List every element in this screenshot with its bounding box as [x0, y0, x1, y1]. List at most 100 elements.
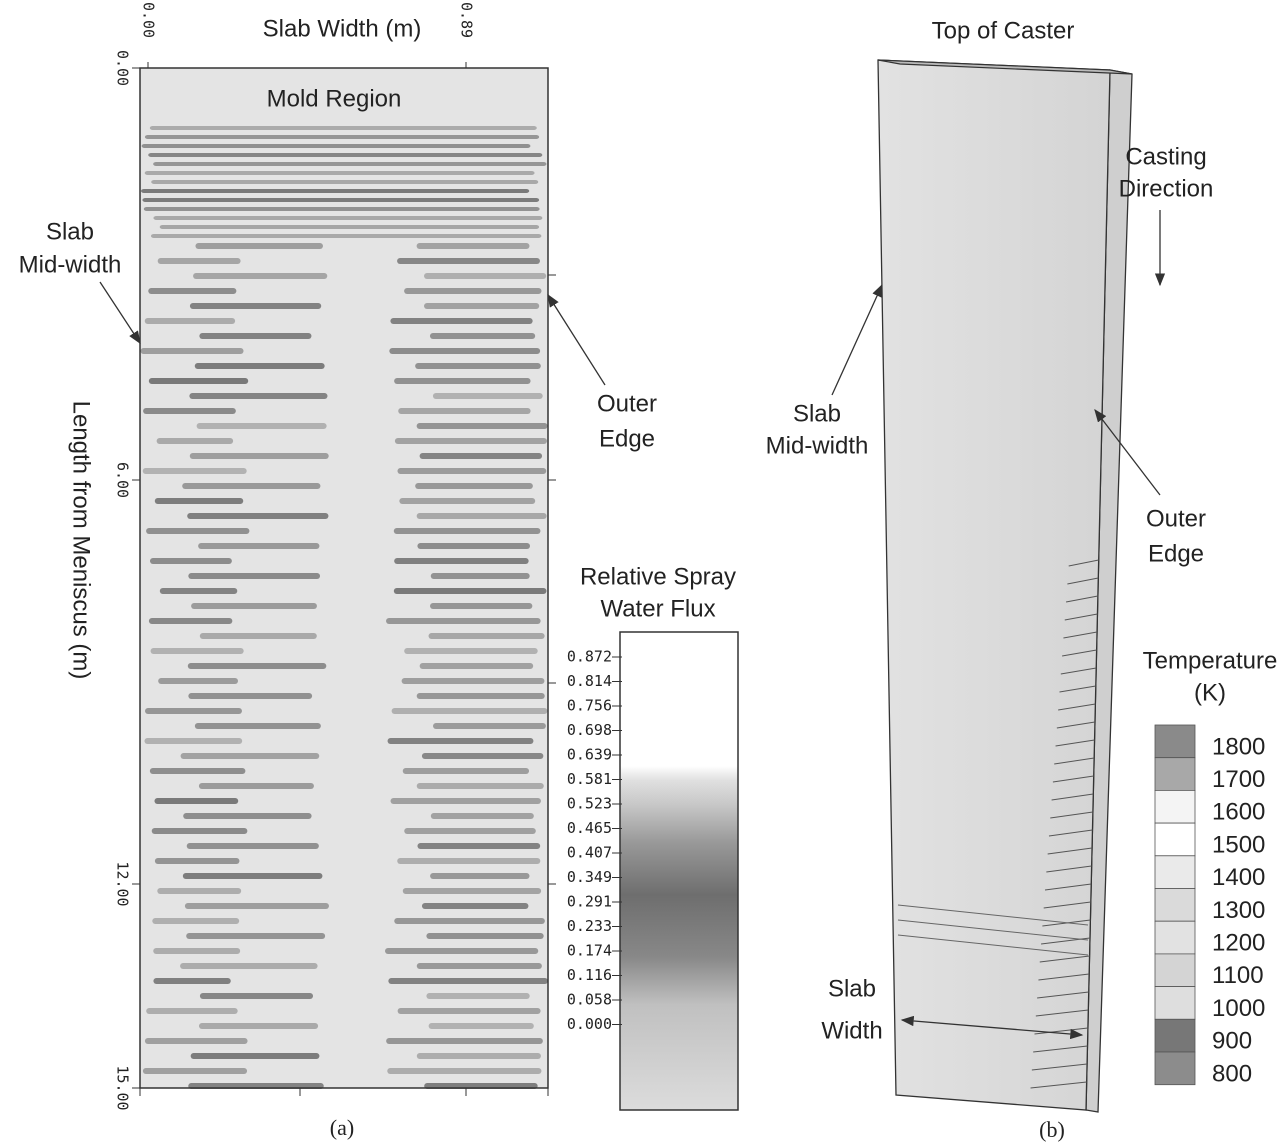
- edge-mark: [1046, 865, 1092, 873]
- spray-band: [199, 333, 312, 339]
- spray-band: [424, 273, 547, 279]
- annotation: Width: [821, 1017, 882, 1044]
- legend-title: (K): [1194, 679, 1226, 706]
- edge-mark: [1063, 631, 1098, 639]
- spray-band: [180, 963, 318, 969]
- spray-band: [430, 573, 530, 579]
- spray-band: [149, 768, 246, 774]
- spray-band: [426, 933, 544, 939]
- edge-mark: [1065, 595, 1098, 603]
- edge-mark: [1054, 757, 1095, 765]
- edge-mark: [1044, 883, 1092, 891]
- spray-band: [416, 1053, 541, 1059]
- spray-band: [424, 303, 540, 309]
- legend-label: 0.116: [567, 966, 612, 984]
- spray-band: [402, 888, 542, 894]
- spray-band: [415, 483, 533, 489]
- edge-mark: [1058, 703, 1096, 711]
- spray-band: [199, 633, 317, 639]
- edge-mark: [1051, 793, 1094, 801]
- spray-band: [198, 1023, 319, 1029]
- colorbar: [619, 631, 739, 1111]
- spray-band: [393, 588, 547, 594]
- edge-mark: [1030, 1081, 1087, 1089]
- x-tick-label: 0.89: [458, 2, 476, 38]
- spray-band: [180, 753, 320, 759]
- spray-band: [148, 618, 233, 624]
- spray-band: [388, 978, 548, 984]
- spray-band: [186, 843, 319, 849]
- legend-label: 0.872: [567, 648, 612, 666]
- spray-band: [394, 438, 547, 444]
- slab-face: [877, 59, 1111, 1111]
- legend-label: 0.291: [567, 893, 612, 911]
- annotation: Mid-width: [766, 432, 869, 459]
- spray-band: [430, 603, 533, 609]
- spray-band: [386, 1038, 543, 1044]
- spray-band: [182, 483, 321, 489]
- spray-band: [158, 678, 239, 684]
- spray-band: [151, 828, 248, 834]
- edge-mark: [1060, 667, 1097, 675]
- caption: (a): [330, 1115, 354, 1140]
- spray-band: [145, 708, 242, 714]
- spray-band: [394, 918, 545, 924]
- spray-band: [190, 1053, 320, 1059]
- spray-band: [394, 378, 531, 384]
- spray-band: [153, 216, 543, 220]
- spray-band: [189, 453, 329, 459]
- spray-band: [198, 783, 314, 789]
- edge-mark: [1048, 829, 1093, 837]
- spray-band: [394, 558, 529, 564]
- edge-mark: [1031, 1063, 1088, 1071]
- legend-title: Water Flux: [600, 595, 715, 622]
- spray-band: [428, 1023, 534, 1029]
- legend-label: 1000: [1212, 995, 1265, 1022]
- y-tick-label: 6.00: [114, 462, 132, 498]
- spray-band: [184, 903, 329, 909]
- y-tick-label: 12.00: [114, 861, 132, 906]
- legend-label: 1700: [1212, 766, 1265, 793]
- arrow: [547, 293, 606, 386]
- legend-label: 0.174: [567, 942, 612, 960]
- panel-a: Slab Width (m) 0.00 0.89 0.00 6.00 12.00…: [19, 2, 739, 1140]
- spray-band: [153, 162, 547, 166]
- edge-mark: [1055, 739, 1095, 747]
- y-tick-label: 0.00: [114, 50, 132, 86]
- annotation: Edge: [599, 425, 655, 452]
- spray-band: [150, 648, 244, 654]
- legend-swatch: [1154, 757, 1196, 791]
- arrow: [900, 1015, 1084, 1040]
- edge-mark: [1043, 901, 1091, 909]
- spray-band: [430, 873, 530, 879]
- annotation: Slab: [828, 975, 876, 1002]
- spray-band: [433, 723, 546, 729]
- spray-band: [152, 918, 240, 924]
- legend-swatch: [1154, 790, 1196, 824]
- legend-label: 900: [1212, 1028, 1252, 1055]
- spray-band: [196, 423, 327, 429]
- spray-band: [143, 207, 540, 211]
- legend-swatch: [1154, 724, 1196, 759]
- spray-band: [397, 258, 540, 264]
- annotation: Slab: [793, 400, 841, 427]
- legend-swatch: [1154, 1018, 1196, 1053]
- legend-label: 0.000: [567, 1015, 612, 1033]
- spray-band: [187, 513, 329, 519]
- spray-band: [149, 126, 537, 130]
- spray-band: [149, 558, 232, 564]
- spray-band: [430, 813, 534, 819]
- legend-swatch: [1154, 855, 1196, 889]
- x-tick-label: 0.00: [140, 2, 158, 38]
- slab-top: [877, 59, 1133, 75]
- spray-band: [199, 993, 314, 999]
- spray-band: [154, 798, 239, 804]
- spray-band: [428, 633, 545, 639]
- edge-mark: [1056, 721, 1096, 729]
- spray-band: [148, 378, 249, 384]
- spray-band: [397, 1008, 541, 1014]
- spray-band: [188, 573, 321, 579]
- spray-band: [193, 273, 328, 279]
- spray-band: [397, 858, 541, 864]
- legend-label: 1800: [1212, 733, 1265, 760]
